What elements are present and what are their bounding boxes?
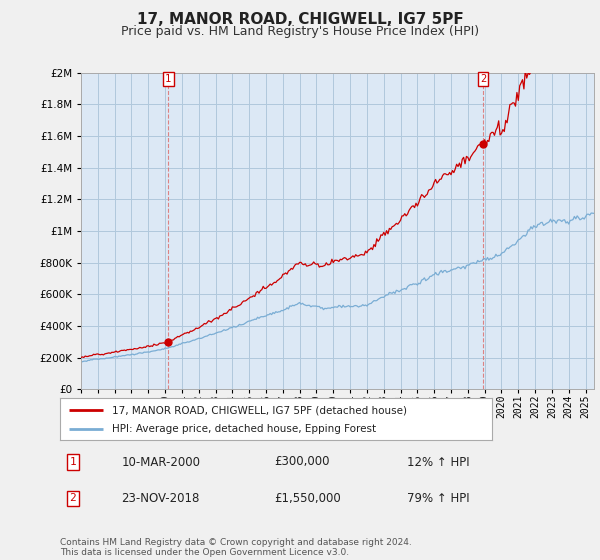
Text: Contains HM Land Registry data © Crown copyright and database right 2024.
This d: Contains HM Land Registry data © Crown c… (60, 538, 412, 557)
Text: 2: 2 (70, 493, 76, 503)
Text: 17, MANOR ROAD, CHIGWELL, IG7 5PF: 17, MANOR ROAD, CHIGWELL, IG7 5PF (137, 12, 463, 27)
Text: 2: 2 (480, 74, 486, 85)
Text: £300,000: £300,000 (274, 455, 330, 469)
Text: 79% ↑ HPI: 79% ↑ HPI (407, 492, 469, 505)
Text: 1: 1 (70, 457, 76, 467)
Text: 23-NOV-2018: 23-NOV-2018 (121, 492, 200, 505)
Text: 12% ↑ HPI: 12% ↑ HPI (407, 455, 469, 469)
Text: 17, MANOR ROAD, CHIGWELL, IG7 5PF (detached house): 17, MANOR ROAD, CHIGWELL, IG7 5PF (detac… (112, 405, 407, 415)
Text: 1: 1 (165, 74, 172, 85)
Text: £1,550,000: £1,550,000 (274, 492, 341, 505)
Text: 10-MAR-2000: 10-MAR-2000 (121, 455, 200, 469)
Text: HPI: Average price, detached house, Epping Forest: HPI: Average price, detached house, Eppi… (112, 424, 376, 434)
Text: Price paid vs. HM Land Registry's House Price Index (HPI): Price paid vs. HM Land Registry's House … (121, 25, 479, 38)
